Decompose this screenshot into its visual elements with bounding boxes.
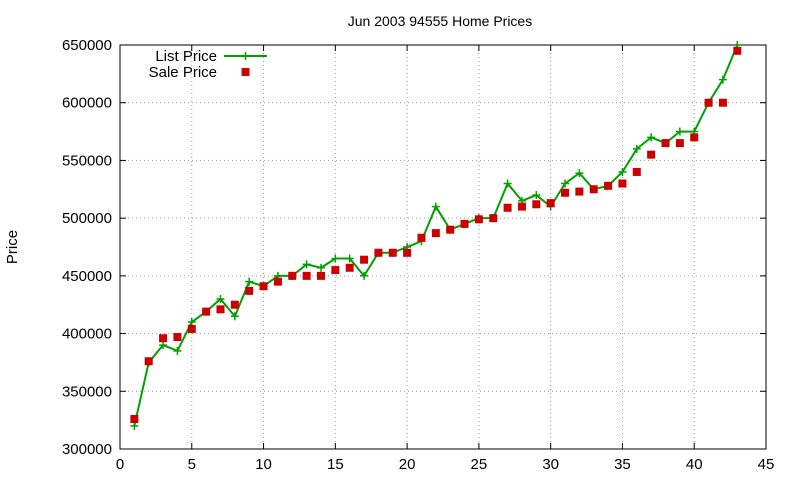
x-tick-label: 25: [471, 456, 488, 473]
sale-price-point: [345, 263, 354, 272]
grid: [120, 45, 766, 449]
list-price-point: [618, 167, 627, 176]
sale-price-point: [733, 46, 742, 55]
sale-price-point: [546, 199, 555, 208]
legend-label-sale-price: Sale Price: [149, 64, 217, 81]
sale-price-point: [489, 214, 498, 223]
x-tick-label: 5: [188, 456, 196, 473]
sale-price-point: [159, 334, 168, 343]
list-price-point: [675, 127, 684, 136]
sale-price-point: [675, 139, 684, 148]
list-price-point: [532, 191, 541, 200]
list-price-point: [159, 341, 168, 350]
sale-price-point: [331, 266, 340, 275]
sale-price-point: [446, 225, 455, 234]
y-axis-label: Price: [4, 230, 21, 264]
x-tick-label: 40: [686, 456, 703, 473]
data-series: [130, 41, 742, 430]
sale-price-point: [230, 300, 239, 309]
legend-square-marker: [241, 68, 250, 76]
list-price-point: [173, 346, 182, 355]
sale-price-point: [130, 414, 139, 423]
sale-price-point: [618, 179, 627, 188]
list-price-point: [360, 271, 369, 280]
legend-plus-marker: [241, 52, 250, 60]
sale-price-point: [718, 98, 727, 107]
list-price-point: [575, 169, 584, 178]
sale-price-point: [374, 248, 383, 257]
legend-label-list-price: List Price: [155, 48, 217, 65]
x-tick-label: 30: [542, 456, 559, 473]
y-tick-label: 600000: [62, 95, 112, 112]
y-tick-label: 650000: [62, 37, 112, 54]
list-price-point: [230, 312, 239, 321]
list-price-point: [431, 202, 440, 211]
x-tick-label: 35: [614, 456, 631, 473]
tick-labels: 0 5 10 15 20 25 30 35 40 45 300000 350000 400000 4500…: [62, 37, 774, 473]
sale-price-point: [647, 150, 656, 159]
y-tick-label: 400000: [62, 326, 112, 343]
list-price-point: [316, 263, 325, 272]
sale-price-point: [144, 357, 153, 366]
sale-price-point: [388, 248, 397, 257]
y-tick-label: 350000: [62, 383, 112, 400]
x-tick-label: 20: [399, 456, 416, 473]
legend-swatch-sale-price: [241, 68, 250, 76]
sale-price-point: [661, 139, 670, 148]
sale-price-point: [245, 286, 254, 295]
y-tick-label: 550000: [62, 152, 112, 169]
legend-swatch-list-price: [224, 52, 267, 60]
list-price-point: [187, 318, 196, 327]
list-price-point: [561, 179, 570, 188]
series-sale-price: [130, 46, 742, 423]
x-tick-label: 15: [327, 456, 344, 473]
plot-frame: [119, 44, 767, 450]
sale-price-point: [273, 277, 282, 286]
sale-price-point: [216, 305, 225, 314]
y-tick-label: 500000: [62, 210, 112, 227]
list-price-point: [130, 421, 139, 430]
sale-price-point: [589, 185, 598, 194]
list-price-point: [302, 260, 311, 269]
sale-price-point: [259, 282, 268, 291]
sale-price-point: [632, 167, 641, 176]
sale-price-point: [704, 98, 713, 107]
sale-price-point: [360, 255, 369, 264]
x-tick-label: 45: [758, 456, 775, 473]
sale-price-point: [503, 203, 512, 212]
plot-border: [119, 44, 767, 450]
list-price-point: [216, 294, 225, 303]
y-tick-label: 450000: [62, 268, 112, 285]
sale-price-point: [403, 248, 412, 257]
sale-price-point: [173, 333, 182, 342]
sale-price-point: [302, 271, 311, 280]
sale-price-point: [474, 215, 483, 224]
list-price-point: [345, 254, 354, 263]
list-price-point: [718, 75, 727, 84]
sale-price-point: [460, 219, 469, 228]
list-price-point: [245, 277, 254, 286]
list-price-point: [647, 133, 656, 142]
y-tick-label: 300000: [62, 441, 112, 458]
chart-title: Jun 2003 94555 Home Prices: [348, 13, 532, 29]
list-price-point: [632, 144, 641, 153]
sale-price-point: [690, 133, 699, 142]
sale-price-point: [431, 229, 440, 238]
x-tick-label: 0: [116, 456, 124, 473]
sale-price-point: [187, 324, 196, 333]
x-tick-label: 10: [255, 456, 272, 473]
sale-price-point: [288, 271, 297, 280]
sale-price-point: [316, 271, 325, 280]
sale-price-point: [575, 187, 584, 196]
list-price-point: [503, 179, 512, 188]
sale-price-point: [417, 233, 426, 242]
sale-price-point: [532, 200, 541, 209]
legend: List Price Sale Price: [149, 48, 267, 81]
sale-price-point: [604, 181, 613, 190]
sale-price-point: [561, 188, 570, 197]
sale-price-point: [517, 202, 526, 211]
sale-price-point: [202, 307, 211, 316]
list-price-point: [331, 254, 340, 263]
